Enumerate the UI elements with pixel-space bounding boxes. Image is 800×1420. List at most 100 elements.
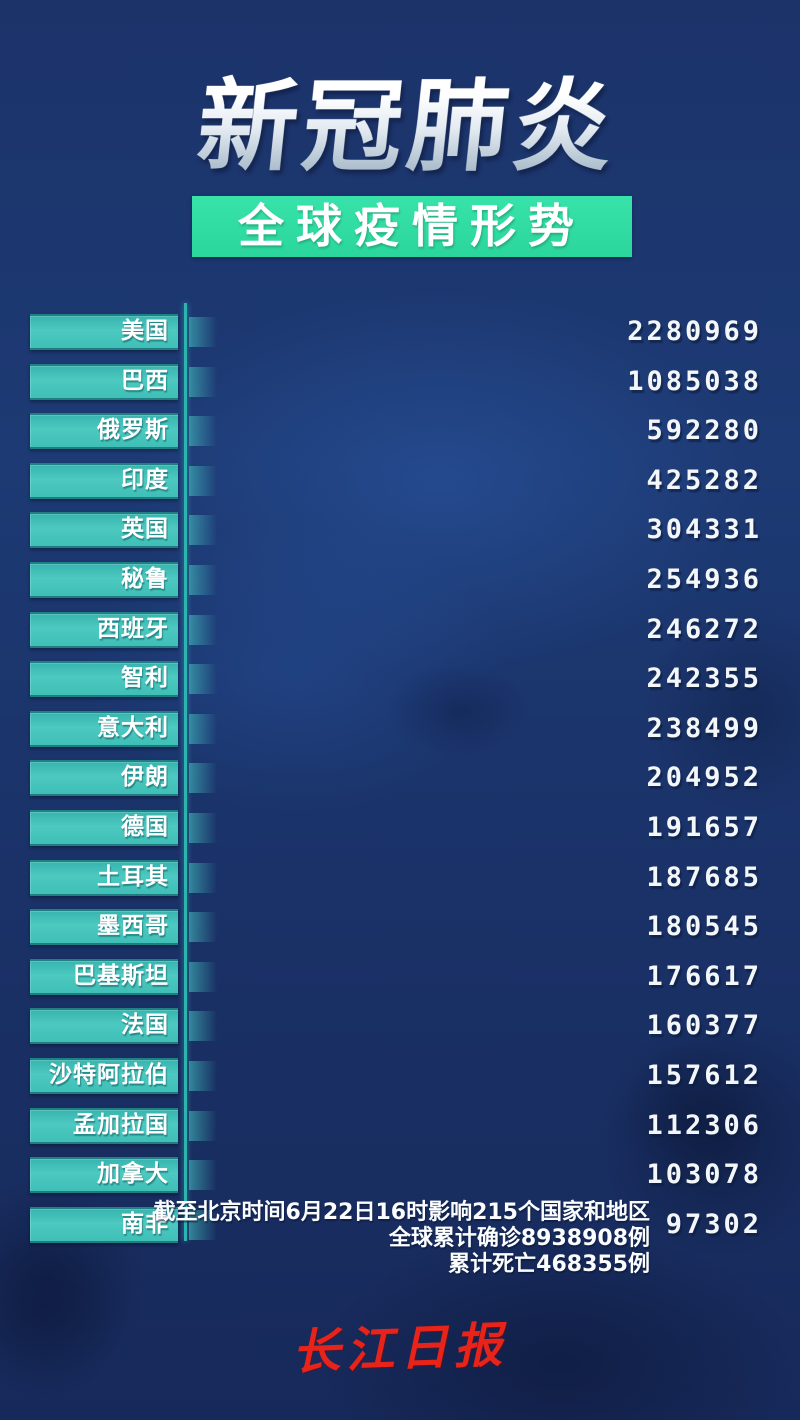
country-badge: 智利 [30, 661, 178, 698]
row-glow-decoration [189, 1209, 217, 1240]
country-badge: 英国 [30, 512, 178, 549]
table-row: 巴基斯坦 176617 [0, 958, 800, 995]
case-count: 592280 [646, 415, 762, 447]
country-name: 加拿大 [97, 1161, 169, 1188]
row-glow-decoration [189, 912, 217, 943]
country-name: 秘鲁 [121, 566, 169, 592]
row-glow-decoration [189, 1160, 217, 1191]
country-name: 印度 [121, 466, 169, 493]
table-row: 沙特阿拉伯 157612 [0, 1058, 800, 1094]
case-count: 246272 [646, 613, 762, 645]
country-name: 土耳其 [97, 863, 169, 890]
country-name: 意大利 [97, 714, 169, 741]
country-name: 英国 [121, 516, 169, 543]
row-glow-decoration [189, 515, 217, 546]
country-badge: 秘鲁 [30, 562, 178, 598]
country-name: 沙特阿拉伯 [49, 1062, 169, 1088]
case-count: 1085038 [627, 365, 762, 397]
case-count: 2280969 [627, 316, 762, 347]
case-count: 254936 [646, 564, 762, 595]
vertical-axis-line [184, 303, 187, 1241]
table-row: 法国 160377 [0, 1008, 800, 1045]
country-name: 西班牙 [97, 615, 169, 642]
row-glow-decoration [189, 664, 217, 695]
footer-line-confirmed: 全球累计确诊8938908例 [388, 1226, 650, 1251]
table-row: 西班牙 246272 [0, 611, 800, 648]
footer-line-asof: 截至北京时间6月22日16时影响215个国家和地区 [153, 1200, 650, 1225]
case-count: 242355 [646, 663, 762, 695]
country-badge: 德国 [30, 810, 178, 846]
country-badge: 南非 [30, 1206, 178, 1243]
country-badge: 美国 [30, 314, 178, 350]
country-name: 俄罗斯 [97, 417, 169, 444]
country-name: 巴西 [121, 367, 169, 394]
country-name: 美国 [121, 318, 169, 344]
subtitle-banner: 全球疫情形势 [192, 196, 632, 257]
row-glow-decoration [189, 317, 217, 347]
case-count: 238499 [646, 712, 762, 744]
case-count: 157612 [646, 1060, 762, 1091]
country-badge: 墨西哥 [30, 909, 178, 946]
table-row: 伊朗 204952 [0, 760, 800, 797]
table-row: 孟加拉国 112306 [0, 1107, 800, 1144]
table-row: 墨西哥 180545 [0, 909, 800, 946]
table-row: 南非 97302 [0, 1206, 800, 1243]
newspaper-logo: 长江日报 [291, 1317, 509, 1381]
country-badge: 巴西 [30, 363, 178, 400]
case-count: 97302 [665, 1208, 762, 1240]
country-badge: 巴基斯坦 [30, 958, 178, 995]
table-row: 英国 304331 [0, 512, 800, 549]
row-glow-decoration [189, 366, 217, 397]
table-row: 智利 242355 [0, 661, 800, 698]
row-glow-decoration [189, 813, 217, 843]
country-name: 墨西哥 [97, 913, 169, 940]
table-row: 巴西 1085038 [0, 363, 800, 400]
case-count: 160377 [646, 1010, 762, 1042]
country-badge: 法国 [30, 1008, 178, 1045]
case-count: 204952 [646, 762, 762, 794]
footer-summary: 截至北京时间6月22日16时影响215个国家和地区 全球累计确诊8938908例… [154, 1200, 650, 1278]
country-name: 德国 [121, 814, 169, 840]
row-glow-decoration [189, 1061, 217, 1091]
country-name: 智利 [121, 665, 169, 692]
subtitle-text: 全球疫情形势 [238, 199, 586, 253]
country-badge: 伊朗 [30, 760, 178, 797]
page-title: 新冠肺炎 [191, 68, 625, 185]
row-glow-decoration [189, 763, 217, 794]
table-row: 美国 2280969 [0, 314, 800, 350]
row-glow-decoration [189, 416, 217, 447]
row-glow-decoration [189, 713, 217, 744]
row-glow-decoration [189, 1011, 217, 1042]
table-row: 俄罗斯 592280 [0, 413, 800, 450]
table-row: 印度 425282 [0, 462, 800, 499]
row-glow-decoration [189, 1110, 217, 1141]
row-glow-decoration [189, 465, 217, 496]
table-row: 意大利 238499 [0, 710, 800, 747]
table-row: 加拿大 103078 [0, 1157, 800, 1194]
country-badge: 意大利 [30, 710, 178, 747]
country-badge: 孟加拉国 [30, 1107, 178, 1144]
row-glow-decoration [189, 565, 217, 595]
table-row: 土耳其 187685 [0, 859, 800, 896]
country-name: 孟加拉国 [73, 1111, 169, 1138]
case-count: 425282 [646, 464, 762, 496]
country-name: 法国 [121, 1012, 169, 1039]
case-count: 304331 [646, 514, 762, 546]
case-count: 180545 [646, 911, 762, 943]
country-badge: 加拿大 [30, 1157, 178, 1194]
case-count: 191657 [646, 812, 762, 843]
footer-line-deaths: 累计死亡468355例 [448, 1252, 650, 1277]
row-glow-decoration [189, 961, 217, 992]
case-count: 103078 [646, 1159, 762, 1191]
table-row: 秘鲁 254936 [0, 562, 800, 598]
country-badge: 俄罗斯 [30, 413, 178, 450]
case-count: 112306 [646, 1109, 762, 1141]
country-badge: 西班牙 [30, 611, 178, 648]
country-name: 巴基斯坦 [73, 962, 169, 989]
country-badge: 沙特阿拉伯 [30, 1058, 178, 1094]
country-badge: 印度 [30, 462, 178, 499]
row-glow-decoration [189, 862, 217, 893]
row-glow-decoration [189, 614, 217, 645]
country-name: 南非 [121, 1210, 169, 1237]
